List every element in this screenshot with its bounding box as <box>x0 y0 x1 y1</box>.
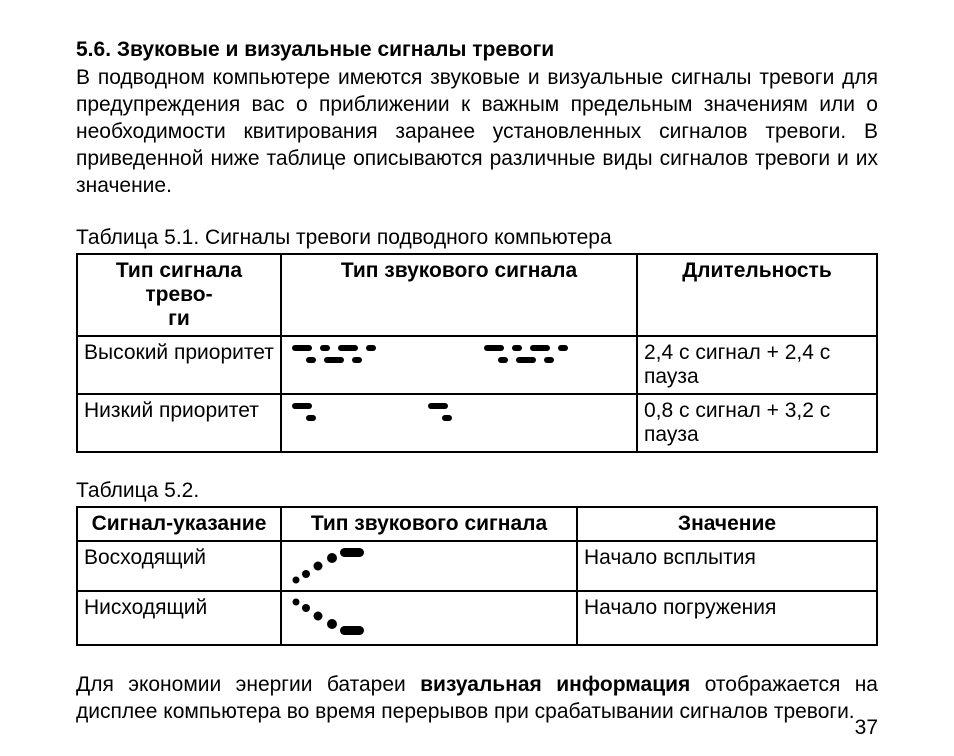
sound-pattern-icon <box>288 596 408 640</box>
footer-text-before: Для экономии энергии батареи <box>76 673 420 696</box>
sound-pattern-icon <box>288 546 408 586</box>
alarm-type-cell: Низкий приоритет <box>77 394 281 452</box>
meaning-cell: Начало погружения <box>577 591 877 645</box>
signal-name-cell: Нисходящий <box>77 591 281 645</box>
table2: Сигнал-указаниеТип звукового сигналаЗнач… <box>76 506 878 646</box>
table2-header: Тип звукового сигнала <box>281 507 577 541</box>
sound-pattern-cell <box>281 541 577 591</box>
intro-paragraph: В подводном компьютере имеются звуковые … <box>76 65 878 199</box>
duration-cell: 0,8 с сигнал + 3,2 с пауза <box>637 394 877 452</box>
document-page: 5.6. Звуковые и визуальные сигналы трево… <box>0 0 954 726</box>
table-row: Высокий приоритет 2,4 с сигнал + 2,4 с па… <box>77 336 877 394</box>
table2-caption: Таблица 5.2. <box>76 477 878 504</box>
signal-name-cell: Восходящий <box>77 541 281 591</box>
table-row: Восходящий Начало всплытия <box>77 541 877 591</box>
section-heading: 5.6. Звуковые и визуальные сигналы трево… <box>76 36 878 63</box>
footer-paragraph: Для экономии энергии батареи визуальная … <box>76 672 878 726</box>
meaning-cell: Начало всплытия <box>577 541 877 591</box>
duration-cell: 2,4 с сигнал + 2,4 с пауза <box>637 336 877 394</box>
sound-pattern-cell <box>281 394 637 452</box>
table1-header: Длительность <box>637 254 877 336</box>
table2-header: Значение <box>577 507 877 541</box>
table-row: Низкий приоритет 0,8 с сигнал + 3,2 с пау… <box>77 394 877 452</box>
sound-pattern-cell <box>281 591 577 645</box>
table2-header: Сигнал-указание <box>77 507 281 541</box>
alarm-type-cell: Высокий приоритет <box>77 336 281 394</box>
sound-pattern-cell <box>281 336 637 394</box>
footer-text-bold: визуальная информация <box>420 673 690 696</box>
table-row: Нисходящий Начало погружения <box>77 591 877 645</box>
sound-pattern-icon <box>288 399 628 425</box>
table1-caption: Таблица 5.1. Сигналы тревоги подводного … <box>76 224 878 251</box>
page-number: 37 <box>855 716 878 740</box>
table1: Тип сигнала трево-гиТип звукового сигнал… <box>76 253 878 453</box>
table1-header: Тип сигнала трево-ги <box>77 254 281 336</box>
sound-pattern-icon <box>288 341 628 367</box>
table1-header: Тип звукового сигнала <box>281 254 637 336</box>
